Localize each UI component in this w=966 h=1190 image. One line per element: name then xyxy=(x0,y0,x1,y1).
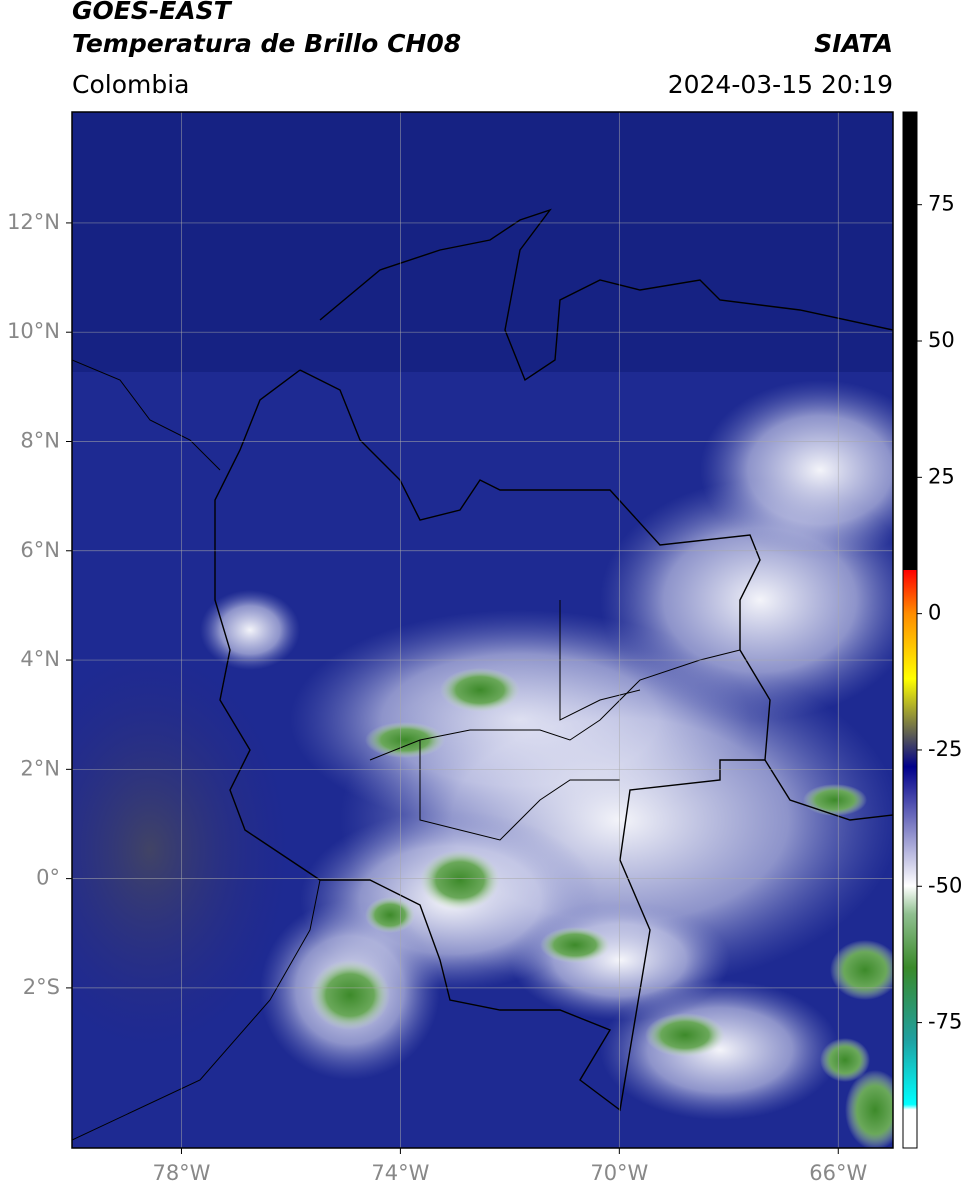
colorbar-tick-label: -25 xyxy=(928,737,962,761)
y-tick-label: 6°N xyxy=(20,538,60,562)
x-tick-label: 74°W xyxy=(371,1161,429,1185)
datetime: 2024-03-15 20:19 xyxy=(668,70,893,99)
map-frame xyxy=(71,111,894,1149)
y-tick-label: 2°N xyxy=(20,756,60,780)
colorbar-tick-label: -50 xyxy=(928,873,962,897)
y-tick-label: 12°N xyxy=(7,210,60,234)
colorbar xyxy=(902,111,918,1149)
x-tick-label: 66°W xyxy=(809,1161,867,1185)
y-tick-label: 4°N xyxy=(20,647,60,671)
x-tick-label: 78°W xyxy=(152,1161,210,1185)
satellite: GOES-EAST xyxy=(72,0,233,25)
y-tick-label: 0° xyxy=(36,866,60,890)
colorbar-tick-label: -75 xyxy=(928,1010,962,1034)
product: Temperatura de Brillo CH08 xyxy=(72,29,461,58)
x-tick-label: 70°W xyxy=(590,1161,648,1185)
colorbar-tick-label: 75 xyxy=(928,192,955,216)
y-tick-label: 2°S xyxy=(23,975,60,999)
region: Colombia xyxy=(72,70,189,99)
colorbar-tick-label: 0 xyxy=(928,601,941,625)
colorbar-tick-label: 25 xyxy=(928,464,955,488)
y-tick-label: 10°N xyxy=(7,319,60,343)
imagery xyxy=(72,112,893,1148)
colorbar-tick-label: 50 xyxy=(928,328,955,352)
grid xyxy=(72,112,893,1148)
source: SIATA xyxy=(814,29,893,58)
y-tick-label: 8°N xyxy=(20,428,60,452)
